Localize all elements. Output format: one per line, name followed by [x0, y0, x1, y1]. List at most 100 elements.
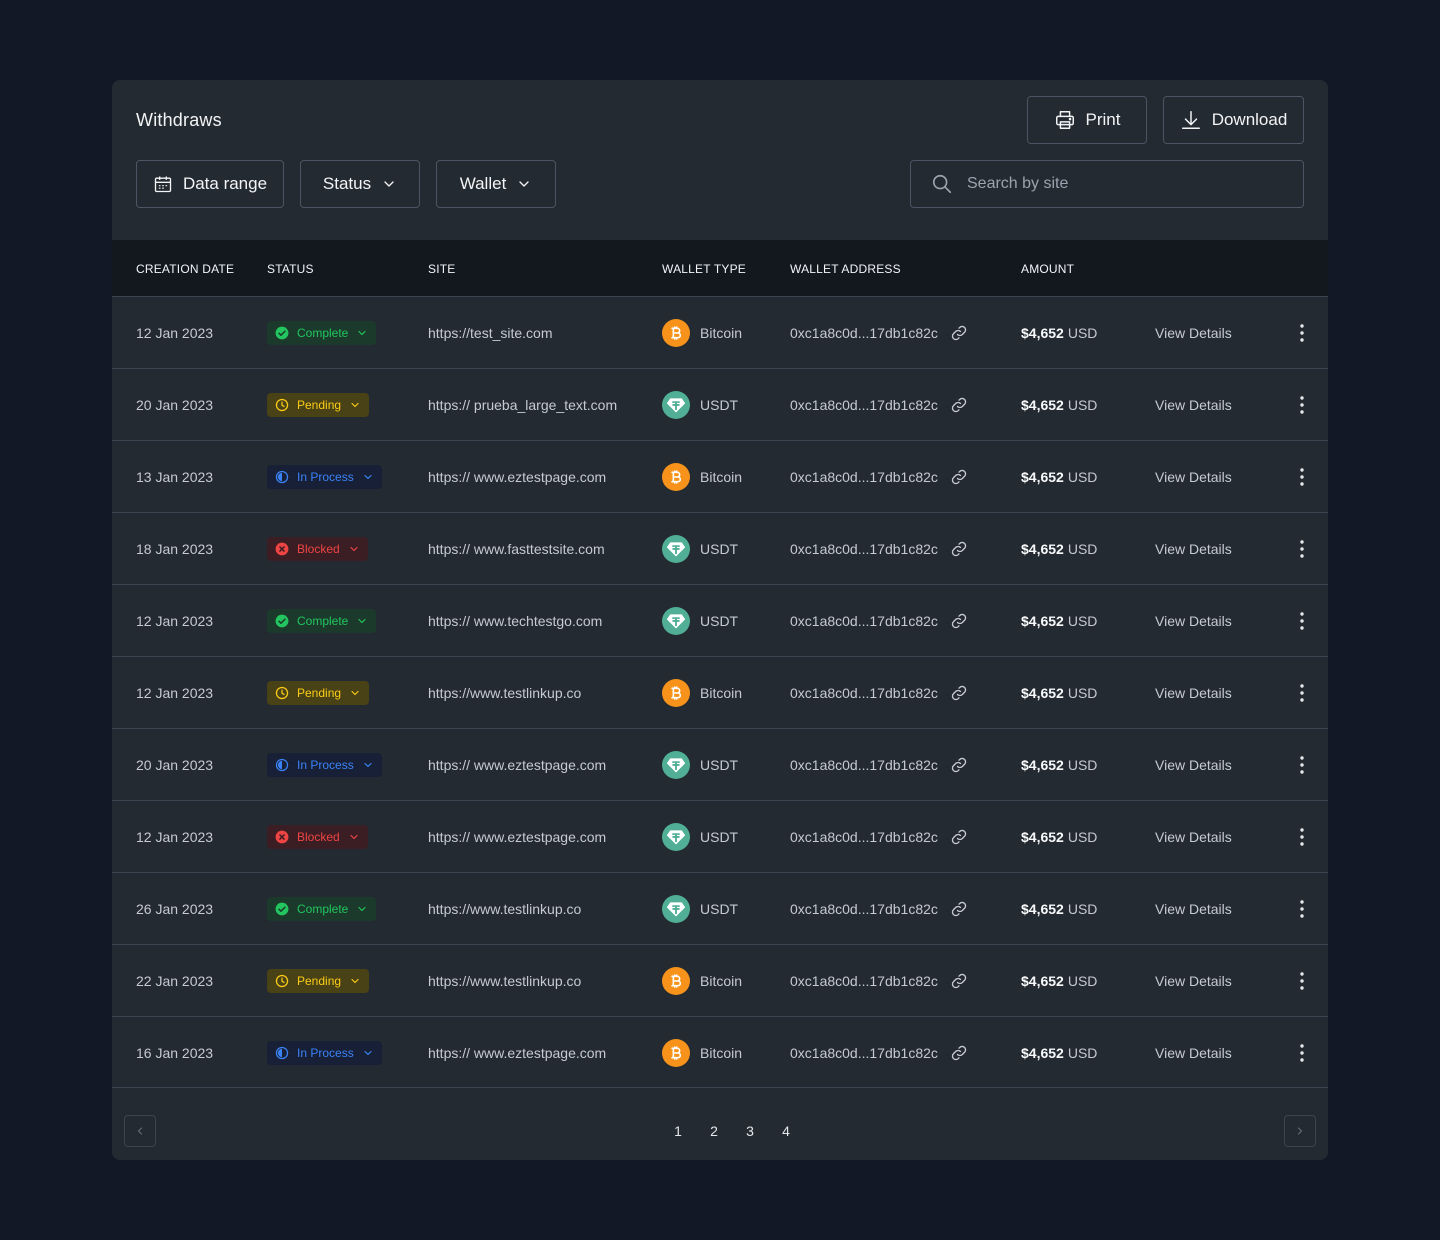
status-badge[interactable]: Pending: [267, 969, 370, 993]
half-circle-icon: [275, 470, 289, 484]
row-menu-button[interactable]: [1294, 729, 1310, 801]
link-icon[interactable]: [950, 540, 968, 558]
page-number[interactable]: 4: [782, 1123, 790, 1139]
row-menu-button[interactable]: [1294, 945, 1310, 1017]
amount-currency: USD: [1067, 973, 1098, 989]
page-number[interactable]: 1: [674, 1123, 682, 1139]
status-badge[interactable]: In Process: [267, 753, 382, 777]
wallet-address-cell: 0xc1a8c0d...17db1c82c: [790, 801, 968, 873]
status-badge[interactable]: Complete: [267, 609, 377, 633]
view-details-link[interactable]: View Details: [1155, 325, 1232, 341]
amount-cell: $4,652 USD: [1021, 585, 1097, 657]
view-details-link[interactable]: View Details: [1155, 1045, 1232, 1061]
link-icon[interactable]: [950, 612, 968, 630]
row-menu-button[interactable]: [1294, 585, 1310, 657]
creation-date: 18 Jan 2023: [136, 541, 214, 557]
view-details-link[interactable]: View Details: [1155, 685, 1232, 701]
page-number[interactable]: 3: [746, 1123, 754, 1139]
creation-date: 22 Jan 2023: [136, 973, 214, 989]
print-button[interactable]: Print: [1027, 96, 1147, 144]
search-input[interactable]: [967, 175, 1287, 193]
amount-currency: USD: [1067, 1045, 1098, 1061]
row-menu-button[interactable]: [1294, 297, 1310, 369]
status-badge[interactable]: Pending: [267, 681, 370, 705]
next-page-button[interactable]: [1284, 1115, 1316, 1147]
status-label: Complete: [297, 902, 349, 916]
wallet-filter-dropdown[interactable]: Wallet: [436, 160, 556, 208]
row-menu-button[interactable]: [1294, 1017, 1310, 1089]
status-cell: Complete: [267, 297, 377, 369]
status-badge[interactable]: Blocked: [267, 825, 368, 849]
row-menu-button[interactable]: [1294, 513, 1310, 585]
amount-cell: $4,652 USD: [1021, 729, 1097, 801]
page-title: Withdraws: [136, 110, 222, 130]
status-badge[interactable]: In Process: [267, 465, 382, 489]
x-circle-icon: [275, 542, 289, 556]
site-url: https:// www.eztestpage.com: [428, 469, 607, 485]
view-details-link[interactable]: View Details: [1155, 397, 1232, 413]
link-icon[interactable]: [950, 900, 968, 918]
wallet-type-cell: Bitcoin: [662, 945, 742, 1017]
amount-cell: $4,652 USD: [1021, 369, 1097, 441]
view-details-link[interactable]: View Details: [1155, 757, 1232, 773]
status-cell: Pending: [267, 369, 370, 441]
table-body: 12 Jan 2023 Complete https://test_site.c…: [112, 296, 1328, 1088]
amount-value: $4,652: [1021, 973, 1064, 989]
link-icon[interactable]: [950, 828, 968, 846]
chevron-down-icon: [364, 474, 372, 480]
more-vertical-icon: [1300, 468, 1304, 486]
view-details-link[interactable]: View Details: [1155, 469, 1232, 485]
link-icon[interactable]: [950, 972, 968, 990]
amount-currency: USD: [1067, 397, 1098, 413]
download-button[interactable]: Download: [1163, 96, 1304, 144]
wallet-address: 0xc1a8c0d...17db1c82c: [790, 757, 938, 773]
link-icon[interactable]: [950, 396, 968, 414]
site-url: https:// www.techtestgo.com: [428, 613, 603, 629]
wallet-type-cell: USDT: [662, 369, 738, 441]
tether-icon: [662, 751, 690, 779]
wallet-type-cell: USDT: [662, 585, 738, 657]
link-icon[interactable]: [950, 468, 968, 486]
status-badge[interactable]: Complete: [267, 321, 377, 345]
link-icon[interactable]: [950, 324, 968, 342]
prev-page-button[interactable]: [124, 1115, 156, 1147]
wallet-type-cell: Bitcoin: [662, 657, 742, 729]
status-badge[interactable]: Complete: [267, 897, 377, 921]
link-icon[interactable]: [950, 1044, 968, 1062]
withdraws-card: Withdraws Print Download Data range Stat…: [112, 80, 1328, 1160]
row-menu-button[interactable]: [1294, 369, 1310, 441]
wallet-type-cell: Bitcoin: [662, 441, 742, 513]
amount-value: $4,652: [1021, 1045, 1064, 1061]
view-details-link[interactable]: View Details: [1155, 613, 1232, 629]
link-icon[interactable]: [950, 756, 968, 774]
view-details-link[interactable]: View Details: [1155, 973, 1232, 989]
view-details-link[interactable]: View Details: [1155, 901, 1232, 917]
date-range-button[interactable]: Data range: [136, 160, 284, 208]
row-menu-button[interactable]: [1294, 441, 1310, 513]
more-vertical-icon: [1300, 756, 1304, 774]
status-badge[interactable]: Blocked: [267, 537, 368, 561]
site-url: https://www.testlinkup.co: [428, 973, 582, 989]
creation-date: 26 Jan 2023: [136, 901, 214, 917]
wallet-type-label: USDT: [700, 397, 739, 413]
table-row: 18 Jan 2023 Blocked https:// www.fasttes…: [112, 512, 1328, 584]
status-badge[interactable]: In Process: [267, 1041, 382, 1065]
chevron-down-icon: [358, 906, 366, 912]
site-url: https://www.testlinkup.co: [428, 901, 582, 917]
row-menu-button[interactable]: [1294, 873, 1310, 945]
view-details-link[interactable]: View Details: [1155, 541, 1232, 557]
chevron-down-icon: [351, 690, 359, 696]
row-menu-button[interactable]: [1294, 801, 1310, 873]
status-badge[interactable]: Pending: [267, 393, 370, 417]
row-menu-button[interactable]: [1294, 657, 1310, 729]
view-details-link[interactable]: View Details: [1155, 829, 1232, 845]
amount-currency: USD: [1067, 325, 1098, 341]
link-icon[interactable]: [950, 684, 968, 702]
status-filter-dropdown[interactable]: Status: [300, 160, 420, 208]
wallet-type-label: USDT: [700, 901, 739, 917]
amount-cell: $4,652 USD: [1021, 873, 1097, 945]
page-number[interactable]: 2: [710, 1123, 718, 1139]
chevron-down-icon: [364, 1050, 372, 1056]
wallet-type-cell: USDT: [662, 801, 738, 873]
status-cell: In Process: [267, 1017, 382, 1089]
